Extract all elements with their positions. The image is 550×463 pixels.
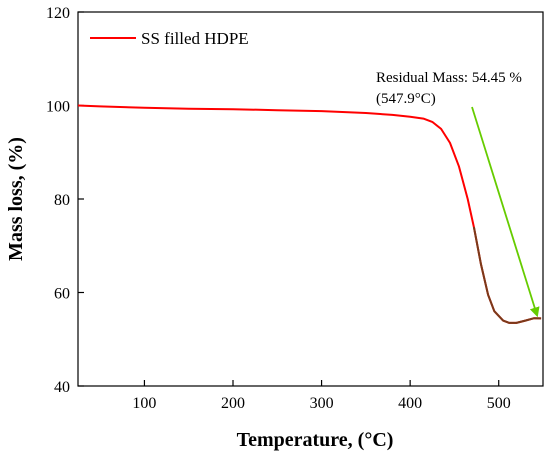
legend: SS filled HDPE [90, 29, 249, 48]
annotation-line-2: (547.9°C) [376, 91, 436, 107]
y-tick-label: 80 [54, 192, 70, 209]
series-lines [77, 104, 542, 324]
y-tick-label: 60 [54, 286, 70, 303]
annotation: Residual Mass: 54.45 % (547.9°C) [376, 70, 540, 318]
x-axis-title: Temperature, (°C) [237, 429, 394, 451]
plot-frame [77, 11, 544, 387]
y-tick-label: 120 [46, 5, 70, 22]
x-tick-label: 400 [398, 395, 422, 412]
y-axis-title: Mass loss, (%) [5, 137, 27, 261]
x-tick-label: 500 [487, 395, 511, 412]
annotation-arrow [471, 106, 540, 318]
x-tick-label: 300 [310, 395, 334, 412]
legend-label: SS filled HDPE [141, 29, 249, 48]
annotation-line-1: Residual Mass: 54.45 % [376, 70, 522, 86]
x-tick-label: 100 [132, 395, 156, 412]
y-tick-label: 100 [46, 99, 70, 116]
axis-ticks: 100 200 300 400 500 40 60 80 100 120 [46, 5, 511, 412]
series-highlight-segment [472, 226, 542, 324]
y-tick-label: 40 [54, 379, 70, 396]
x-tick-label: 200 [221, 395, 245, 412]
